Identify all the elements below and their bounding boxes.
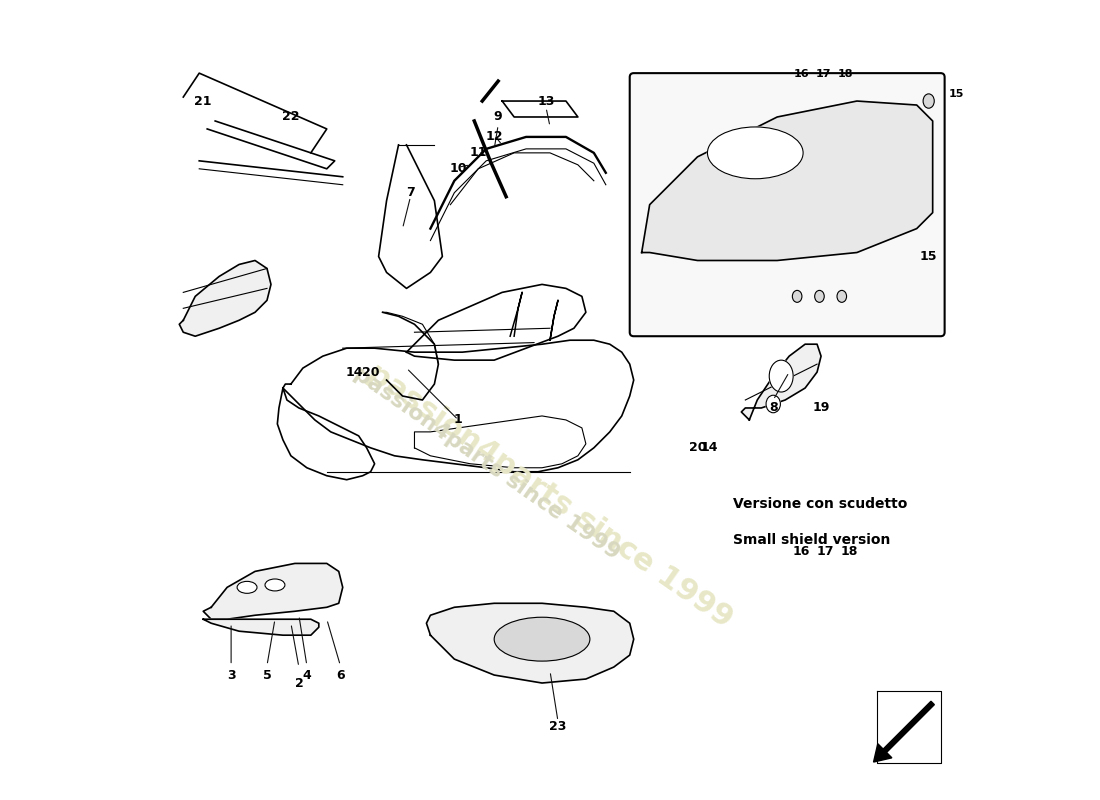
Text: 5: 5 — [263, 669, 272, 682]
Text: 14: 14 — [701, 442, 718, 454]
Polygon shape — [204, 619, 319, 635]
Text: 6: 6 — [336, 669, 344, 682]
Ellipse shape — [238, 582, 257, 594]
Text: 3: 3 — [227, 669, 235, 682]
Text: 21: 21 — [195, 94, 212, 107]
Polygon shape — [204, 563, 343, 619]
FancyBboxPatch shape — [629, 73, 945, 336]
Ellipse shape — [792, 290, 802, 302]
Text: 20: 20 — [362, 366, 380, 378]
Text: 15: 15 — [948, 89, 964, 99]
Polygon shape — [503, 101, 578, 117]
Polygon shape — [179, 261, 271, 336]
Text: 23: 23 — [549, 720, 566, 734]
Text: 19: 19 — [813, 402, 829, 414]
Polygon shape — [741, 344, 821, 420]
Ellipse shape — [837, 290, 847, 302]
Ellipse shape — [494, 618, 590, 661]
Text: 14: 14 — [345, 366, 363, 378]
Text: 22: 22 — [283, 110, 299, 123]
Ellipse shape — [766, 395, 780, 413]
Text: Small shield version: Small shield version — [734, 533, 891, 546]
Text: 13: 13 — [537, 94, 554, 107]
Ellipse shape — [769, 360, 793, 392]
Text: 12: 12 — [485, 130, 503, 143]
Text: 15: 15 — [920, 250, 937, 263]
Text: passion4parts since 1999: passion4parts since 1999 — [362, 358, 738, 634]
Text: 20: 20 — [689, 442, 706, 454]
Text: Versione con scudetto: Versione con scudetto — [734, 497, 908, 510]
Text: 11: 11 — [470, 146, 487, 159]
Ellipse shape — [265, 579, 285, 591]
Text: 10: 10 — [450, 162, 468, 175]
Text: 18: 18 — [838, 69, 854, 79]
Polygon shape — [427, 603, 634, 683]
FancyArrow shape — [873, 702, 934, 762]
Text: 1: 1 — [454, 414, 463, 426]
Ellipse shape — [815, 290, 824, 302]
Text: 9: 9 — [494, 110, 503, 123]
Ellipse shape — [707, 127, 803, 178]
Ellipse shape — [923, 94, 934, 108]
Text: 7: 7 — [406, 186, 415, 199]
Text: 18: 18 — [840, 545, 858, 558]
Text: 16: 16 — [792, 545, 810, 558]
Text: 2: 2 — [295, 677, 304, 690]
Text: passion4parts since 1999: passion4parts since 1999 — [350, 364, 623, 564]
Text: 4: 4 — [302, 669, 311, 682]
Text: 16: 16 — [793, 69, 808, 79]
Text: 17: 17 — [816, 545, 834, 558]
Polygon shape — [641, 101, 933, 261]
Text: 8: 8 — [769, 402, 778, 414]
Text: 17: 17 — [816, 69, 832, 79]
